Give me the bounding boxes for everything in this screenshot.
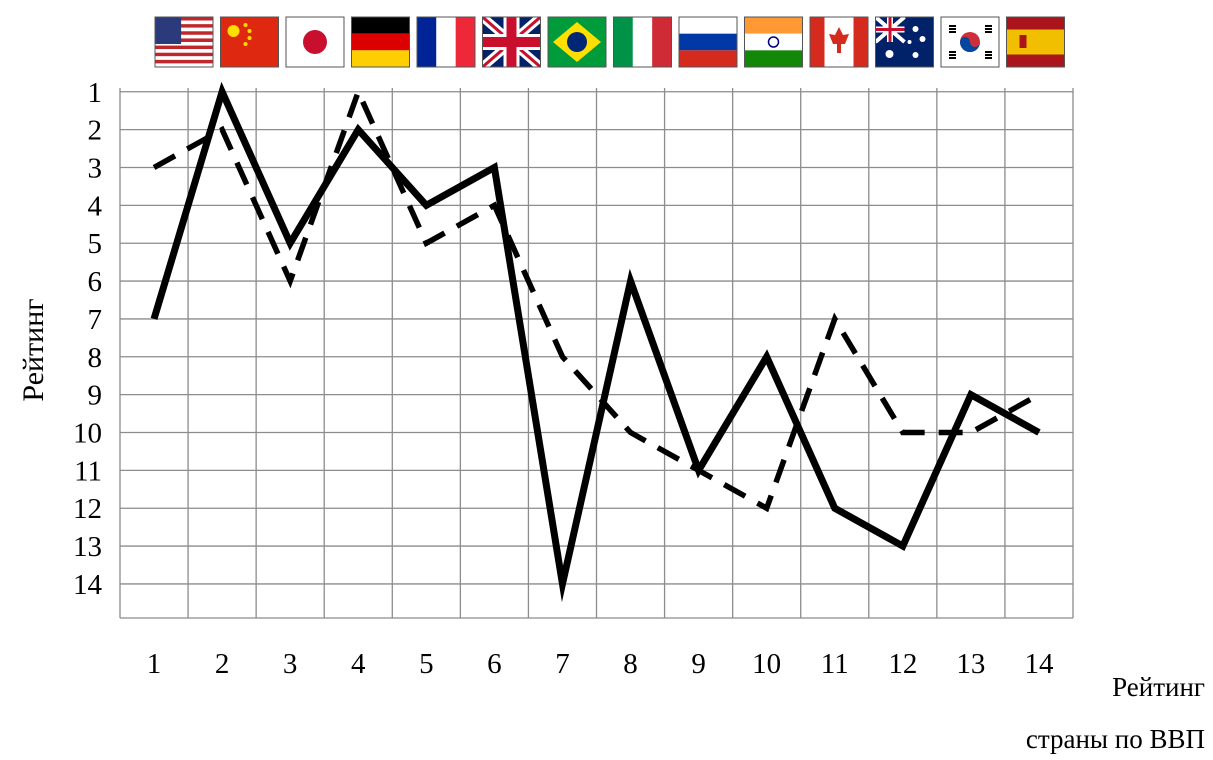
x-tick-label: 2 — [215, 648, 230, 680]
y-tick-label: 8 — [88, 342, 103, 374]
uk-flag — [482, 16, 541, 68]
germany-flag — [351, 16, 410, 68]
spain-flag — [1006, 16, 1065, 68]
china-flag — [220, 16, 279, 68]
y-axis-label: Рейтинг — [17, 298, 50, 402]
x-tick-label: 8 — [623, 648, 638, 680]
canada-flag — [809, 16, 869, 68]
x-axis-label-line2: страны по ВВП — [1025, 724, 1205, 754]
x-tick-label: 11 — [821, 648, 849, 680]
y-tick-label: 5 — [88, 228, 103, 260]
y-tick-label: 9 — [88, 380, 103, 412]
italy-flag — [613, 16, 672, 68]
brazil-flag — [547, 16, 607, 68]
x-tick-label: 7 — [555, 648, 570, 680]
x-tick-labels: 1 2 3 4 5 6 7 8 9 10 11 12 13 14 — [147, 648, 1054, 680]
south-korea-flag — [940, 16, 1000, 68]
x-tick-label: 10 — [752, 648, 781, 680]
y-tick-label: 7 — [88, 304, 103, 336]
y-tick-label: 14 — [73, 569, 103, 601]
y-tick-label: 6 — [88, 266, 103, 298]
x-tick-label: 6 — [487, 648, 502, 680]
x-tick-label: 1 — [147, 648, 162, 680]
x-tick-label: 9 — [691, 648, 706, 680]
y-tick-label: 2 — [88, 115, 103, 147]
x-tick-label: 13 — [956, 648, 985, 680]
x-axis-label-line1: Рейтинг — [1112, 672, 1205, 702]
india-flag — [744, 16, 803, 68]
y-tick-label: 10 — [73, 418, 102, 450]
series-lines — [150, 81, 1041, 603]
x-tick-label: 4 — [351, 648, 366, 680]
x-tick-label: 3 — [283, 648, 298, 680]
y-tick-label: 4 — [88, 190, 103, 222]
australia-flag — [875, 16, 934, 68]
dashed-series-line — [152, 84, 1041, 513]
flags-row — [154, 16, 1065, 68]
usa-flag — [154, 16, 214, 68]
grid — [119, 88, 1074, 619]
x-tick-label: 12 — [888, 648, 917, 680]
y-tick-label: 1 — [88, 77, 103, 109]
japan-flag — [285, 16, 345, 68]
y-tick-label: 3 — [88, 153, 103, 185]
solid-series-line — [150, 81, 1041, 603]
france-flag — [416, 16, 476, 68]
russia-flag — [678, 16, 738, 68]
x-tick-label: 5 — [419, 648, 434, 680]
x-tick-label: 14 — [1024, 648, 1054, 680]
y-tick-label: 12 — [73, 493, 102, 525]
y-tick-label: 11 — [74, 455, 102, 487]
y-tick-label: 13 — [73, 531, 102, 563]
